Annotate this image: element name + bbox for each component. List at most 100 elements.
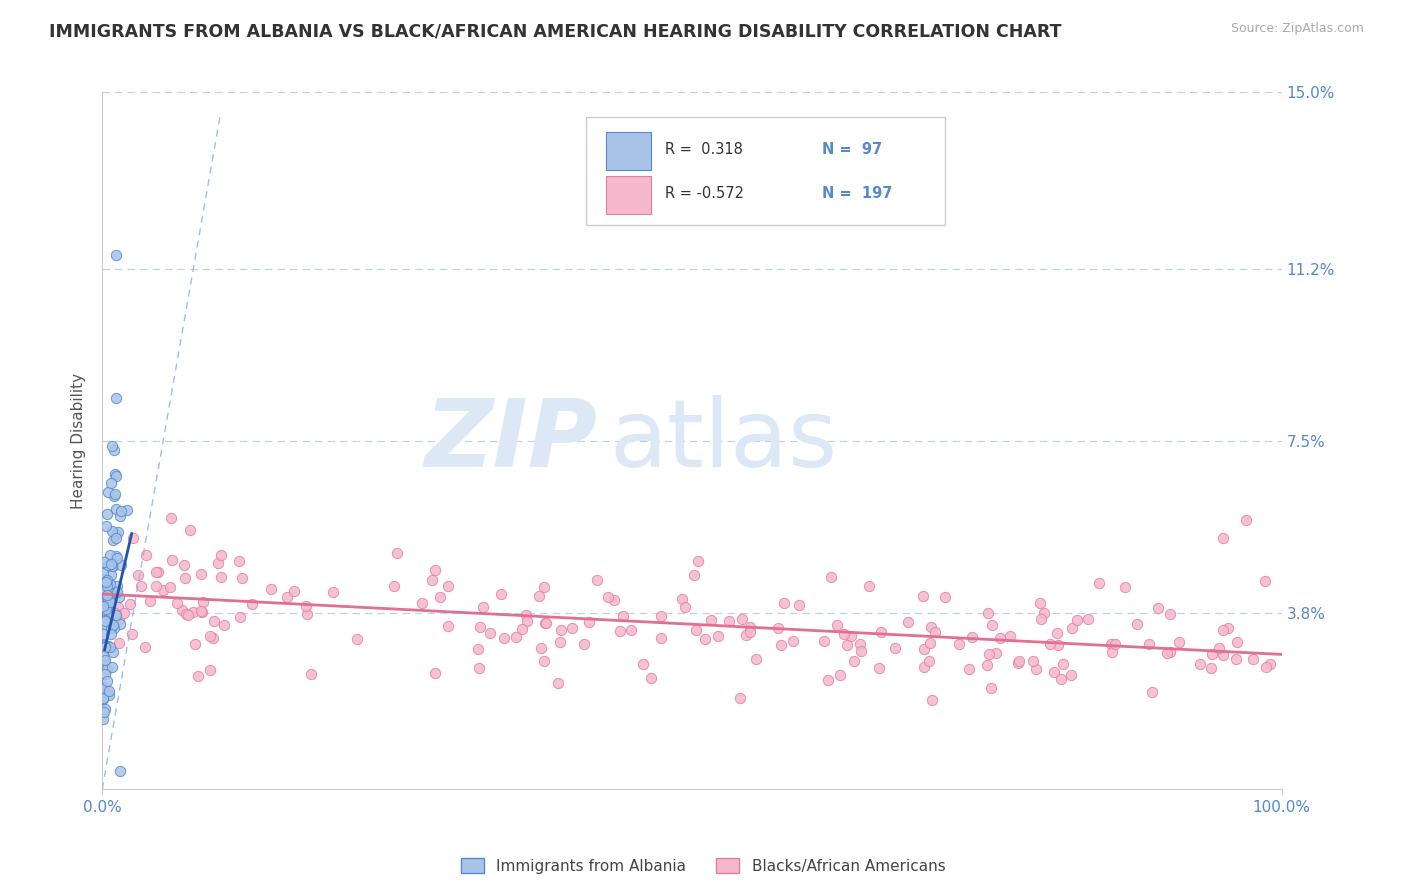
Point (94, 667, 117, 681)
Point (423, 666, 446, 681)
Point (100, 627, 122, 641)
Point (98, 587, 121, 601)
Point (429, 590, 451, 604)
Point (108, 612, 131, 626)
Point (170, 603, 193, 617)
Point (93, 681, 115, 695)
Point (283, 584, 305, 599)
Point (1225, 652, 1247, 666)
Point (229, 609, 252, 624)
Point (707, 629, 730, 643)
Point (1147, 601, 1170, 615)
Point (550, 623, 572, 637)
Point (103, 490, 125, 504)
Point (782, 634, 804, 648)
Point (105, 532, 128, 546)
Point (98, 576, 121, 591)
Point (100, 524, 122, 538)
Point (91, 626, 114, 640)
Point (1032, 606, 1054, 620)
Point (94, 640, 117, 655)
Legend: Immigrants from Albania, Blacks/African Americans: Immigrants from Albania, Blacks/African … (454, 852, 952, 880)
Point (510, 622, 533, 636)
Point (135, 549, 157, 563)
Point (920, 620, 942, 634)
Point (1212, 648, 1234, 662)
Point (91, 691, 114, 706)
Text: atlas: atlas (609, 395, 838, 487)
Point (437, 619, 460, 633)
Point (423, 563, 446, 577)
Point (159, 580, 181, 594)
Point (609, 624, 631, 639)
Point (98, 688, 121, 702)
Point (110, 558, 132, 572)
Point (685, 623, 707, 637)
Point (830, 668, 852, 682)
Point (988, 631, 1011, 645)
Point (468, 661, 491, 675)
Point (103, 621, 125, 635)
Text: IMMIGRANTS FROM ALBANIA VS BLACK/AFRICAN AMERICAN HEARING DISABILITY CORRELATION: IMMIGRANTS FROM ALBANIA VS BLACK/AFRICAN… (49, 22, 1062, 40)
Point (1039, 637, 1062, 651)
Point (98, 548, 121, 562)
Point (962, 631, 984, 645)
Point (105, 585, 128, 599)
Point (96, 579, 118, 593)
Point (101, 559, 124, 574)
Point (411, 596, 433, 610)
Point (640, 671, 662, 685)
Point (160, 510, 183, 524)
Point (104, 549, 127, 563)
Point (97, 585, 120, 599)
Point (91, 712, 114, 726)
Point (276, 591, 298, 605)
Point (620, 623, 643, 637)
Point (586, 573, 609, 587)
Point (104, 486, 127, 500)
Point (190, 566, 212, 581)
Point (897, 615, 920, 630)
Point (98, 604, 121, 618)
Point (91, 692, 114, 706)
Point (1066, 613, 1088, 627)
Point (1029, 611, 1052, 625)
Text: R = -0.572: R = -0.572 (665, 186, 744, 201)
Point (515, 608, 537, 623)
Point (1156, 646, 1178, 660)
Point (94, 685, 117, 699)
Point (820, 570, 842, 584)
Point (1099, 637, 1122, 651)
Point (1260, 657, 1282, 671)
Point (129, 579, 152, 593)
Point (924, 625, 946, 640)
Point (1114, 580, 1136, 594)
Point (1101, 645, 1123, 659)
Point (467, 642, 489, 657)
Point (728, 690, 751, 705)
Point (650, 632, 672, 646)
Point (1218, 621, 1240, 635)
Point (198, 663, 221, 677)
Point (842, 654, 865, 668)
Point (94, 701, 117, 715)
Point (631, 657, 654, 671)
Bar (606, 176, 651, 214)
Point (1046, 638, 1069, 652)
Point (387, 546, 409, 560)
Point (1137, 637, 1160, 651)
Point (97, 558, 120, 573)
Point (145, 579, 167, 593)
Point (1199, 660, 1222, 674)
Point (981, 618, 1004, 632)
Point (738, 619, 761, 633)
Point (101, 645, 124, 659)
Point (1060, 668, 1083, 682)
Point (101, 556, 124, 570)
Point (94, 615, 117, 629)
Point (1042, 665, 1064, 679)
Point (100, 567, 122, 582)
Point (94, 640, 117, 654)
Point (93, 555, 115, 569)
Point (918, 654, 941, 668)
